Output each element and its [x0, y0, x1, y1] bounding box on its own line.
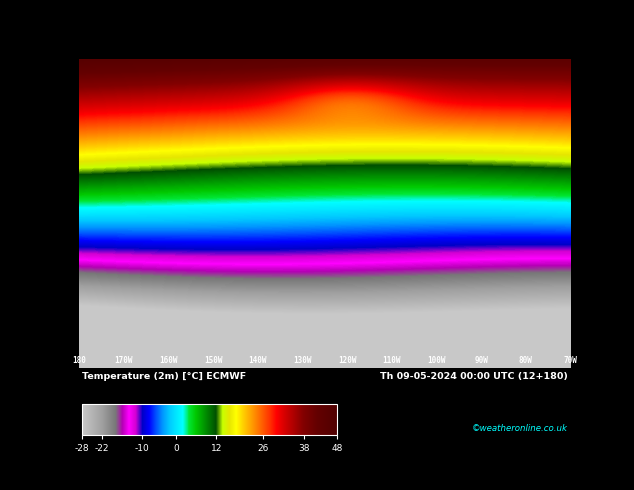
Text: 140W: 140W: [249, 356, 267, 365]
Text: 110W: 110W: [383, 356, 401, 365]
Text: Temperature (2m) [°C] ECMWF: Temperature (2m) [°C] ECMWF: [82, 371, 246, 381]
Text: 120W: 120W: [338, 356, 356, 365]
Text: 130W: 130W: [294, 356, 312, 365]
Text: Th 09-05-2024 00:00 UTC (12+180): Th 09-05-2024 00:00 UTC (12+180): [380, 371, 568, 381]
Text: 150W: 150W: [204, 356, 223, 365]
Text: 100W: 100W: [427, 356, 446, 365]
Text: 90W: 90W: [474, 356, 488, 365]
Text: 160W: 160W: [159, 356, 178, 365]
Text: 180: 180: [72, 356, 86, 365]
Text: 80W: 80W: [519, 356, 533, 365]
Text: 70W: 70W: [564, 356, 578, 365]
Text: 170W: 170W: [115, 356, 133, 365]
Text: ©weatheronline.co.uk: ©weatheronline.co.uk: [472, 424, 568, 433]
